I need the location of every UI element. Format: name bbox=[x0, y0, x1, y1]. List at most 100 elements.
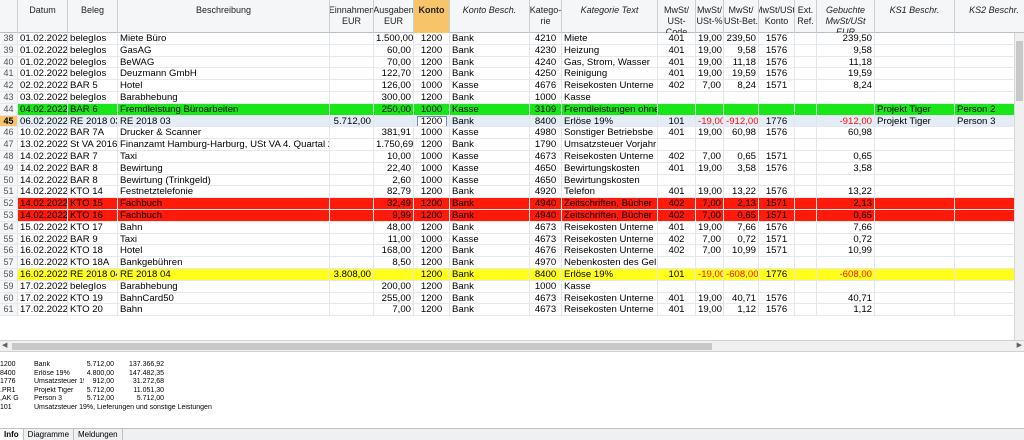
table-cell[interactable]: 4673 bbox=[530, 304, 562, 316]
table-cell[interactable]: -912,00 bbox=[726, 115, 759, 127]
table-cell[interactable]: 8400 bbox=[530, 115, 562, 127]
table-cell[interactable]: Reisekosten Unterne bbox=[562, 221, 658, 233]
table-cell[interactable]: KTO 17 bbox=[68, 221, 118, 233]
row-number[interactable]: 47 bbox=[0, 139, 18, 150]
table-cell[interactable]: 01.02.2022 bbox=[20, 68, 68, 80]
table-cell[interactable]: KTO 14 bbox=[68, 186, 118, 198]
table-cell[interactable]: 1200 bbox=[414, 44, 450, 56]
table-cell[interactable]: 1200 bbox=[414, 115, 450, 127]
table-cell[interactable]: Kasse bbox=[450, 162, 530, 174]
table-cell[interactable]: belegIos bbox=[68, 280, 118, 292]
table-cell[interactable]: Bank bbox=[450, 139, 530, 150]
table-cell[interactable] bbox=[875, 139, 955, 150]
table-cell[interactable]: 13,22 bbox=[724, 186, 759, 198]
table-cell[interactable]: Drucker & Scanner bbox=[118, 127, 330, 139]
table-cell[interactable]: Kasse bbox=[562, 91, 658, 103]
table-cell[interactable]: 4920 bbox=[530, 186, 562, 198]
table-cell[interactable]: Kasse bbox=[450, 127, 530, 139]
table-cell[interactable] bbox=[658, 174, 696, 186]
table-cell[interactable] bbox=[795, 233, 817, 245]
table-cell[interactable]: Bahn bbox=[118, 221, 330, 233]
table-cell[interactable] bbox=[875, 44, 955, 56]
table-cell[interactable]: Umsatzsteuer Vorjahr bbox=[564, 139, 658, 150]
row-number[interactable]: 54 bbox=[0, 221, 18, 233]
table-cell[interactable] bbox=[724, 280, 759, 292]
table-cell[interactable] bbox=[875, 221, 955, 233]
column-header[interactable]: MwSt/USt- Konto bbox=[759, 0, 795, 33]
table-cell[interactable] bbox=[330, 127, 374, 139]
table-cell[interactable]: 401 bbox=[658, 304, 696, 316]
table-cell[interactable]: Bank bbox=[450, 304, 530, 316]
table-row[interactable]: 50 14.02.2022 BAR 8 Bewirtung (Trinkgeld) 2,… bbox=[0, 174, 1024, 187]
table-cell[interactable]: Kasse bbox=[450, 174, 530, 186]
table-cell[interactable]: 19,00 bbox=[698, 127, 724, 139]
scroll-left-icon[interactable]: ◀ bbox=[2, 342, 8, 349]
table-cell[interactable] bbox=[658, 103, 696, 115]
table-cell[interactable] bbox=[658, 257, 696, 268]
table-row[interactable]: 55 16.02.2022 BAR 9 Taxi 11,00 1000 Kasse 4673 R… bbox=[0, 233, 1024, 246]
table-cell[interactable]: 1200 bbox=[414, 33, 450, 44]
table-cell[interactable] bbox=[795, 103, 817, 115]
table-cell[interactable]: 239,50 bbox=[724, 33, 759, 44]
table-cell[interactable] bbox=[330, 233, 374, 245]
table-cell[interactable]: 7,00 bbox=[696, 80, 724, 91]
table-cell[interactable]: 14.02.2022 bbox=[20, 150, 68, 162]
table-cell[interactable]: 0,65 bbox=[817, 209, 875, 221]
table-cell[interactable]: 7,00 bbox=[374, 304, 414, 316]
table-cell[interactable]: Bank bbox=[450, 115, 530, 127]
table-cell[interactable]: 401 bbox=[658, 221, 696, 233]
table-cell[interactable]: 11,00 bbox=[374, 233, 414, 245]
table-cell[interactable] bbox=[875, 268, 955, 280]
table-cell[interactable]: -19,00 bbox=[698, 115, 724, 127]
table-cell[interactable]: Kasse bbox=[450, 233, 530, 245]
table-cell[interactable]: 4980 bbox=[530, 127, 562, 139]
table-cell[interactable] bbox=[875, 257, 955, 268]
table-cell[interactable]: 126,00 bbox=[374, 80, 414, 91]
table-cell[interactable]: 17.02.2022 bbox=[20, 304, 68, 316]
table-cell[interactable] bbox=[330, 91, 374, 103]
table-cell[interactable] bbox=[759, 139, 795, 150]
table-cell[interactable]: 4210 bbox=[530, 33, 562, 44]
table-row[interactable]: 51 14.02.2022 KTO 14 Festnetztelefonie 82,79… bbox=[0, 186, 1024, 199]
table-cell[interactable]: 14.02.2022 bbox=[20, 162, 68, 174]
table-cell[interactable]: Bank bbox=[450, 68, 530, 80]
table-cell[interactable]: 1576 bbox=[759, 68, 795, 80]
table-cell[interactable]: 19,00 bbox=[698, 186, 724, 198]
table-cell[interactable]: 4673 bbox=[530, 221, 562, 233]
table-cell[interactable]: 101 bbox=[658, 268, 696, 280]
table-cell[interactable] bbox=[658, 280, 696, 292]
table-cell[interactable]: 1200 bbox=[414, 198, 450, 209]
column-header[interactable]: Ext. Ref. bbox=[795, 0, 817, 33]
table-cell[interactable]: 19,00 bbox=[698, 56, 724, 68]
table-cell[interactable]: 1571 bbox=[759, 80, 795, 91]
table-cell[interactable] bbox=[795, 245, 817, 257]
table-cell[interactable] bbox=[795, 44, 817, 56]
column-header[interactable]: KS2 Beschr. bbox=[955, 0, 1024, 33]
table-cell[interactable]: St VA 2016 0 bbox=[70, 139, 118, 150]
table-cell[interactable]: Nebenkosten des Gel bbox=[564, 257, 658, 268]
table-cell[interactable]: Taxi bbox=[118, 150, 330, 162]
table-cell[interactable]: Reisekosten Unterne bbox=[562, 150, 658, 162]
table-cell[interactable]: 1000 bbox=[414, 127, 450, 139]
table-cell[interactable]: Bank bbox=[450, 186, 530, 198]
table-cell[interactable]: 1576 bbox=[759, 44, 795, 56]
row-number[interactable]: 38 bbox=[0, 33, 18, 44]
table-cell[interactable] bbox=[724, 103, 759, 115]
table-cell[interactable]: Projekt Tiger bbox=[875, 115, 955, 127]
table-cell[interactable]: 402 bbox=[658, 233, 696, 245]
table-cell[interactable]: 4650 bbox=[530, 162, 562, 174]
table-cell[interactable] bbox=[875, 91, 955, 103]
table-cell[interactable]: 1576 bbox=[759, 56, 795, 68]
table-cell[interactable]: BAR 9 bbox=[68, 233, 118, 245]
row-number[interactable]: 49 bbox=[0, 162, 18, 174]
table-cell[interactable] bbox=[330, 56, 374, 68]
table-cell[interactable] bbox=[875, 304, 955, 316]
table-cell[interactable]: 10,00 bbox=[374, 150, 414, 162]
vertical-scrollbar[interactable] bbox=[1014, 33, 1024, 340]
table-cell[interactable]: Miete Büro bbox=[118, 33, 330, 44]
konto-edit-input[interactable]: 1200 bbox=[416, 115, 447, 127]
table-cell[interactable]: 0,65 bbox=[724, 209, 759, 221]
table-cell[interactable]: Bank bbox=[450, 245, 530, 257]
table-cell[interactable] bbox=[696, 103, 724, 115]
table-cell[interactable]: Bahn bbox=[118, 304, 330, 316]
